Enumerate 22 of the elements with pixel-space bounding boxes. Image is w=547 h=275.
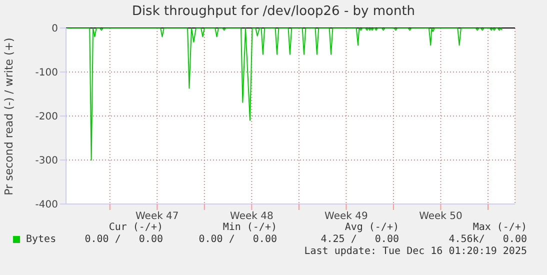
text: Last update: Tue Dec 16 01:20:19 2025 bbox=[304, 246, 527, 257]
y-tick-label: -400 bbox=[35, 200, 58, 211]
y-tick-label: -300 bbox=[35, 156, 58, 167]
x-tick-label: Week 49 bbox=[324, 211, 368, 222]
chart-title: Disk throughput for /dev/loop26 - by month bbox=[130, 4, 416, 19]
y-tick-label: -200 bbox=[35, 112, 58, 123]
text: Min (-/+) bbox=[222, 222, 277, 233]
text: Avg (-/+) bbox=[344, 222, 399, 233]
y-axis-title: Pr second read (-) / write (+) bbox=[2, 37, 16, 195]
text: 4.25 / 0.00 bbox=[320, 234, 399, 245]
y-tick-label: -100 bbox=[35, 68, 58, 79]
text: 0.00 / 0.00 bbox=[84, 234, 163, 245]
legend-label: Bytes bbox=[26, 234, 56, 245]
text: 4.56k/ 0.00 bbox=[448, 234, 527, 245]
y-tick-label: 0 bbox=[52, 24, 58, 35]
x-tick-label: Week 47 bbox=[135, 211, 179, 222]
text: Max (-/+) bbox=[472, 222, 527, 233]
line-series bbox=[66, 28, 503, 160]
x-tick-label: Week 48 bbox=[230, 211, 274, 222]
x-tick-label: Week 50 bbox=[419, 211, 462, 222]
text: Cur (-/+) bbox=[108, 222, 163, 233]
text: 0.00 / 0.00 bbox=[198, 234, 277, 245]
